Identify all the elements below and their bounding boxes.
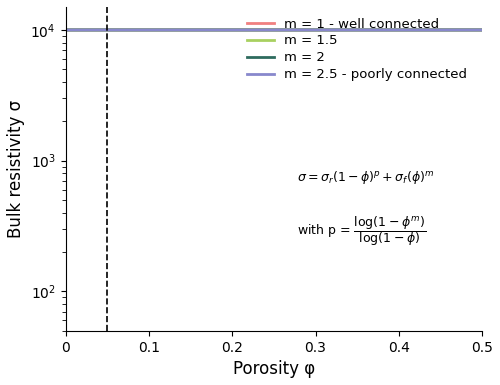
m = 2.5 - poorly connected: [334, 28, 340, 32]
m = 1.5: [64, 28, 70, 32]
Text: with p = $\dfrac{\log(1-\phi^m)}{\log(1-\phi)}$: with p = $\dfrac{\log(1-\phi^m)}{\log(1-…: [297, 214, 426, 248]
X-axis label: Porosity φ: Porosity φ: [233, 360, 315, 378]
m = 1.5: [138, 28, 144, 32]
m = 2.5 - poorly connected: [62, 28, 68, 32]
m = 1.5: [222, 28, 228, 32]
m = 1.5: [64, 28, 70, 32]
Legend: m = 1 - well connected, m = 1.5, m = 2, m = 2.5 - poorly connected: m = 1 - well connected, m = 1.5, m = 2, …: [244, 13, 472, 85]
m = 2.5 - poorly connected: [63, 28, 69, 32]
m = 1 - well connected: [374, 28, 380, 32]
m = 1 - well connected: [405, 28, 411, 32]
m = 1.5: [479, 28, 485, 32]
m = 1.5: [334, 28, 340, 32]
m = 1.5: [62, 28, 68, 32]
m = 1 - well connected: [222, 28, 228, 32]
m = 1.5: [312, 28, 318, 32]
m = 1 - well connected: [62, 28, 68, 32]
m = 2.5 - poorly connected: [312, 28, 318, 32]
m = 2.5 - poorly connected: [222, 28, 228, 32]
m = 2.5 - poorly connected: [374, 28, 380, 32]
m = 2.5 - poorly connected: [405, 28, 411, 32]
m = 1 - well connected: [312, 28, 318, 32]
m = 2.5 - poorly connected: [62, 28, 68, 32]
m = 1 - well connected: [479, 28, 485, 32]
m = 1 - well connected: [334, 28, 340, 32]
m = 2: [405, 28, 411, 32]
m = 2: [374, 28, 380, 32]
m = 2: [62, 28, 68, 32]
m = 2: [62, 28, 68, 32]
m = 1 - well connected: [138, 28, 144, 32]
m = 2.5 - poorly connected: [138, 28, 144, 32]
m = 2: [312, 28, 318, 32]
m = 1.5: [405, 28, 411, 32]
m = 2: [222, 28, 228, 32]
m = 1.5: [374, 28, 380, 32]
Y-axis label: Bulk resistivity σ: Bulk resistivity σ: [7, 100, 25, 238]
m = 2.5 - poorly connected: [479, 28, 485, 32]
m = 2: [334, 28, 340, 32]
Text: $\sigma = \sigma_r(1-\phi)^p + \sigma_f(\phi)^m$: $\sigma = \sigma_r(1-\phi)^p + \sigma_f(…: [297, 169, 434, 186]
m = 2: [138, 28, 144, 32]
m = 2: [479, 28, 485, 32]
